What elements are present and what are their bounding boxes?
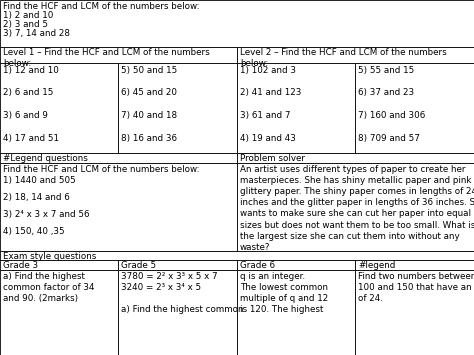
Text: 8) 16 and 36: 8) 16 and 36 xyxy=(121,133,177,142)
Text: Find the HCF and LCM of the numbers below:: Find the HCF and LCM of the numbers belo… xyxy=(3,2,200,11)
Bar xyxy=(237,63,355,153)
Text: q is an integer.
The lowest common
multiple of q and 12
is 120. The highest: q is an integer. The lowest common multi… xyxy=(240,272,328,314)
Bar xyxy=(237,163,474,251)
Text: 5) 55 and 15: 5) 55 and 15 xyxy=(358,66,414,75)
Text: 1) 2 and 10: 1) 2 and 10 xyxy=(3,11,54,20)
Bar xyxy=(355,63,474,153)
Text: 7) 160 and 306: 7) 160 and 306 xyxy=(358,111,425,120)
Text: 3) 7, 14 and 28: 3) 7, 14 and 28 xyxy=(3,29,70,38)
Text: 4) 150, 40 ,35: 4) 150, 40 ,35 xyxy=(3,227,64,236)
Bar xyxy=(0,63,118,153)
Text: Grade 3: Grade 3 xyxy=(3,261,38,270)
Text: Level 2 – Find the HCF and LCM of the numbers
below:: Level 2 – Find the HCF and LCM of the nu… xyxy=(240,48,447,68)
Bar xyxy=(237,270,355,355)
Text: 2) 3 and 5: 2) 3 and 5 xyxy=(3,20,48,29)
Bar xyxy=(118,260,237,270)
Bar xyxy=(0,260,118,270)
Text: Level 1 – Find the HCF and LCM of the numbers
below:: Level 1 – Find the HCF and LCM of the nu… xyxy=(3,48,210,68)
Bar xyxy=(0,0,474,47)
Text: 2) 41 and 123: 2) 41 and 123 xyxy=(240,88,301,98)
Text: a) Find the highest
common factor of 34
and 90. (2marks): a) Find the highest common factor of 34 … xyxy=(3,272,94,303)
Text: Find the HCF and LCM of the numbers below:: Find the HCF and LCM of the numbers belo… xyxy=(3,165,200,174)
Text: 3780 = 2² x 3³ x 5 x 7
3240 = 2³ x 3⁴ x 5

a) Find the highest common: 3780 = 2² x 3³ x 5 x 7 3240 = 2³ x 3⁴ x … xyxy=(121,272,244,314)
Text: 6) 45 and 20: 6) 45 and 20 xyxy=(121,88,177,98)
Text: 2) 18, 14 and 6: 2) 18, 14 and 6 xyxy=(3,193,70,202)
Bar xyxy=(0,270,118,355)
Bar xyxy=(118,63,237,153)
Text: #Legend questions: #Legend questions xyxy=(3,154,88,163)
Bar xyxy=(237,260,355,270)
Bar xyxy=(237,153,474,163)
Text: 1) 1440 and 505: 1) 1440 and 505 xyxy=(3,176,76,185)
Text: Grade 5: Grade 5 xyxy=(121,261,156,270)
Text: 1) 12 and 10: 1) 12 and 10 xyxy=(3,66,59,75)
Text: 5) 50 and 15: 5) 50 and 15 xyxy=(121,66,177,75)
Bar xyxy=(0,153,237,163)
Bar xyxy=(0,47,237,63)
Bar xyxy=(237,47,474,63)
Text: 4) 17 and 51: 4) 17 and 51 xyxy=(3,133,59,142)
Text: 3) 61 and 7: 3) 61 and 7 xyxy=(240,111,291,120)
Text: Grade 6: Grade 6 xyxy=(240,261,275,270)
Text: 2) 6 and 15: 2) 6 and 15 xyxy=(3,88,54,98)
Bar xyxy=(0,251,474,260)
Text: Exam style questions: Exam style questions xyxy=(3,252,96,261)
Text: 6) 37 and 23: 6) 37 and 23 xyxy=(358,88,414,98)
Text: 8) 709 and 57: 8) 709 and 57 xyxy=(358,133,420,142)
Text: 7) 40 and 18: 7) 40 and 18 xyxy=(121,111,177,120)
Text: Find two numbers between
100 and 150 that have an HCF
of 24.: Find two numbers between 100 and 150 tha… xyxy=(358,272,474,303)
Text: Problem solver: Problem solver xyxy=(240,154,305,163)
Bar xyxy=(0,163,237,251)
Bar xyxy=(355,260,474,270)
Bar xyxy=(355,270,474,355)
Text: #legend: #legend xyxy=(358,261,395,270)
Text: 4) 19 and 43: 4) 19 and 43 xyxy=(240,133,296,142)
Text: 1) 102 and 3: 1) 102 and 3 xyxy=(240,66,296,75)
Text: An artist uses different types of paper to create her
masterpieces. She has shin: An artist uses different types of paper … xyxy=(240,165,474,252)
Text: 3) 2⁴ x 3 x 7 and 56: 3) 2⁴ x 3 x 7 and 56 xyxy=(3,210,90,219)
Bar xyxy=(118,270,237,355)
Text: 3) 6 and 9: 3) 6 and 9 xyxy=(3,111,48,120)
